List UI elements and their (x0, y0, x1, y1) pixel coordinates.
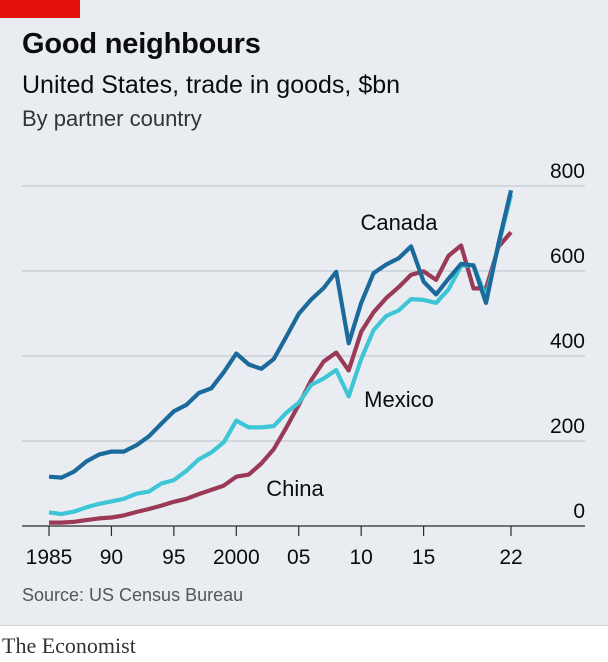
chart-subtitle: United States, trade in goods, $bn (22, 71, 401, 99)
brand-red-tag (0, 0, 80, 18)
source-note: Source: US Census Bureau (22, 585, 244, 605)
x-tick-label: 15 (412, 546, 435, 569)
x-tick-label: 95 (162, 546, 185, 569)
y-tick-label: 600 (550, 245, 585, 268)
x-tick-label: 90 (100, 546, 123, 569)
x-tick-label: 22 (499, 546, 522, 569)
line-chart: 0 200 400 600 800 1985 90 95 2000 05 10 15 22 Canada M… (22, 160, 585, 569)
chart-title: Good neighbours (22, 28, 261, 60)
series-label-canada: Canada (360, 210, 438, 235)
brand-wordmark: The Economist (2, 633, 136, 658)
series-label-china: China (266, 476, 324, 501)
y-tick-label: 400 (550, 330, 585, 353)
series-line-canada (48, 189, 514, 480)
y-tick-label: 800 (550, 160, 585, 183)
y-tick-label: 200 (550, 415, 585, 438)
chart-panel (0, 0, 608, 625)
x-tick-label: 05 (287, 546, 310, 569)
x-tick-label: 1985 (26, 546, 73, 569)
footer-divider (0, 625, 608, 626)
series-line-mexico (48, 194, 514, 517)
chart-note: By partner country (22, 106, 202, 131)
x-tick-label: 2000 (213, 546, 260, 569)
x-tick-label: 10 (349, 546, 372, 569)
series-line-china (49, 230, 513, 525)
y-tick-label: 0 (573, 500, 585, 523)
series-label-mexico: Mexico (364, 387, 434, 412)
